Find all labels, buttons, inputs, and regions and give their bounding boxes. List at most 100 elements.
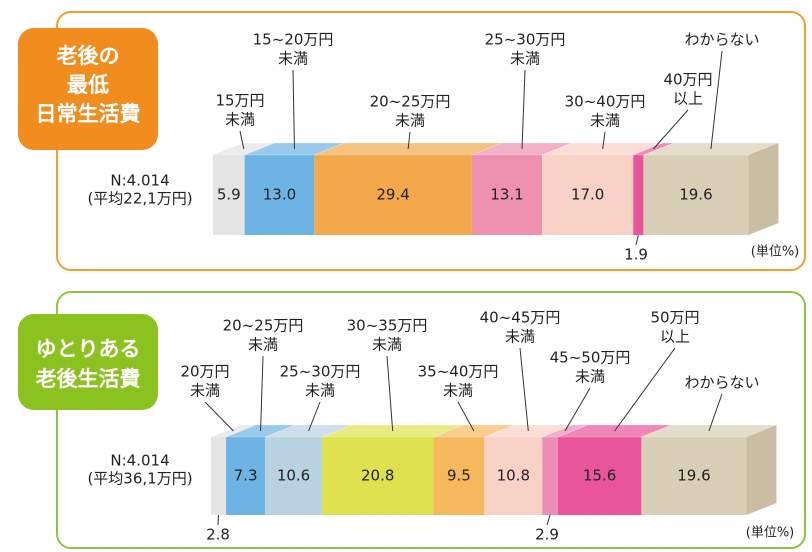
value-label: 7.3 [234,467,258,485]
category-label: 25~30万円 [485,31,566,49]
category-label: 15万円 [215,92,264,110]
chart-title: 日常生活費 [36,102,141,126]
bar-segment [211,437,227,515]
category-label: 未満 [510,50,540,68]
category-label: 未満 [305,382,335,400]
panel-frame [56,291,806,549]
bar-segment [633,155,644,235]
sample-label: (平均22,1万円) [87,190,192,208]
bar-top-highlight [213,143,779,155]
chart-title: ゆとりある [36,337,141,361]
chart-panel: ゆとりある老後生活費N:4.014(平均36,1万円)(単位%)2.820万円未… [18,291,806,549]
category-label: わからない [684,31,759,49]
category-leader [602,131,606,150]
category-label: 45~50万円 [550,349,631,367]
chart-title: 老後生活費 [36,367,141,391]
category-label: 15~20万円 [253,31,334,49]
bar-side [746,425,777,515]
category-label: 未満 [225,111,255,129]
bar-segment [244,155,315,235]
category-label: 20万円 [180,363,229,381]
category-leader [614,347,676,432]
chart-title: 最低 [67,73,109,97]
bar-segment [557,437,642,515]
badge-box [18,314,158,410]
category-leader [521,69,526,150]
category-label: 20~25万円 [223,317,304,335]
category-label: 未満 [278,50,308,68]
category-leader [204,401,234,432]
value-label: 5.9 [217,186,241,204]
value-leader [217,514,220,526]
value-label: 19.6 [677,467,710,485]
value-label: 9.5 [447,467,471,485]
category-label: 未満 [575,368,605,386]
category-leader [308,401,321,432]
value-label: 15.6 [583,467,616,485]
bar-segment [542,155,634,235]
category-leader [519,347,529,432]
category-leader [652,109,689,150]
value-label: 10.6 [277,467,310,485]
category-label: 未満 [443,382,473,400]
category-leader [710,50,723,150]
bar-segment [433,437,485,515]
unit-label: (単位%) [746,525,795,541]
category-label: 未満 [248,336,278,354]
category-leader [457,401,475,432]
value-label: 2.9 [535,526,559,544]
category-leader [292,69,295,150]
bar-segment [321,437,434,515]
category-label: 未満 [590,112,620,130]
category-label: 未満 [372,336,402,354]
badge-box [18,28,158,150]
category-label: わからない [684,374,759,392]
category-leader [708,393,723,432]
category-label: 30~35万円 [347,317,428,335]
bar-segment [314,155,472,235]
category-label: 40万円 [663,71,712,89]
chart-title: 老後の [57,44,120,68]
value-label: 10.8 [497,467,530,485]
category-label: 25~30万円 [280,363,361,381]
value-label: 20.8 [361,467,394,485]
category-label: 未満 [395,112,425,130]
category-leader [239,130,245,150]
bar-segment [213,155,245,235]
category-label: 30~40万円 [565,93,646,111]
category-leader [260,355,264,432]
bar-side [748,143,779,235]
value-leader [635,234,639,246]
category-leader [386,355,394,432]
value-label: 19.6 [679,186,712,204]
bar-segment [265,437,322,515]
sample-label: N:4.014 [110,452,169,470]
category-leader [564,387,591,432]
category-label: 50万円 [650,309,699,327]
bar-top-highlight [211,425,777,437]
chart-panel: 老後の最低日常生活費N:4.014(平均22,1万円)(単位%)5.915万円未… [18,11,806,271]
category-leader [407,131,411,150]
value-label: 17.0 [571,186,604,204]
bar-segment [643,155,749,235]
value-label: 29.4 [376,186,409,204]
value-leader [546,514,551,526]
category-label: 40~45万円 [480,309,561,327]
category-label: 以上 [673,90,703,108]
value-label: 2.8 [206,526,230,544]
value-label: 1.9 [624,246,648,264]
sample-label: (平均36,1万円) [87,470,192,488]
category-label: 35~40万円 [418,363,499,381]
category-label: 20~25万円 [370,93,451,111]
sample-label: N:4.014 [110,172,169,190]
value-label: 13.0 [263,186,296,204]
bar-segment [641,437,747,515]
bar-segment [471,155,543,235]
unit-label: (単位%) [751,244,800,260]
value-label: 13.1 [490,186,523,204]
category-label: 未満 [505,328,535,346]
bar-segment [542,437,558,515]
